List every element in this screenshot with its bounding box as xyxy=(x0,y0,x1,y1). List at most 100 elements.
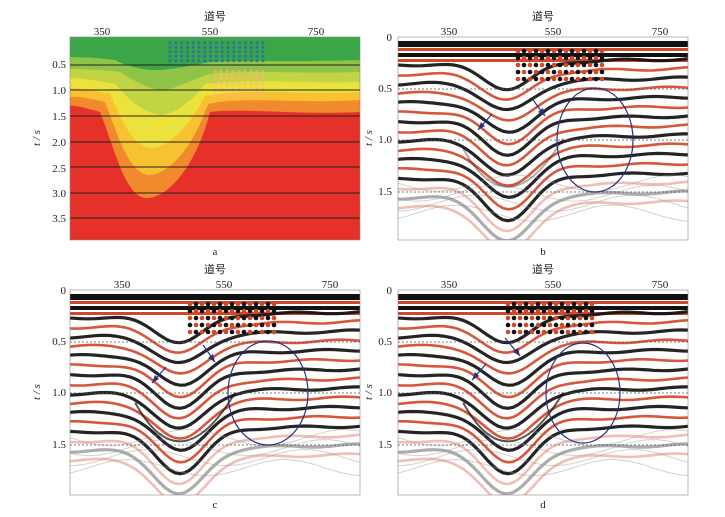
panel-a-ytick-3-5: 3.5 xyxy=(52,213,66,225)
section-dot xyxy=(559,322,565,328)
panel-c-ytick-1-0: 1.0 xyxy=(52,387,66,399)
section-dot xyxy=(553,315,559,321)
section-dot xyxy=(205,301,211,307)
section-reflector xyxy=(398,367,688,410)
section-dot xyxy=(187,329,193,335)
section-dot xyxy=(575,48,581,54)
section-dot xyxy=(211,308,217,314)
panel-d-arrowhead-right xyxy=(513,348,520,356)
panel-a-dot xyxy=(243,41,247,45)
panel-a-dot xyxy=(248,75,254,81)
section-reflector xyxy=(70,376,360,420)
section-dot xyxy=(505,322,511,328)
panel-d-xtick-350: 350 xyxy=(441,279,458,291)
section-dot xyxy=(551,62,557,68)
panel-c-arrowhead-left xyxy=(152,375,159,383)
panel-a-velocity-field xyxy=(70,37,360,240)
panel-a-dot xyxy=(168,54,172,58)
section-reflector xyxy=(70,395,360,440)
section-dot xyxy=(569,62,575,68)
section-top-band xyxy=(398,306,688,310)
panel-a-dot xyxy=(209,50,213,54)
section-reflector xyxy=(398,376,688,420)
panel-a-dot xyxy=(255,41,259,45)
section-dot xyxy=(265,322,271,328)
section-dot xyxy=(529,315,535,321)
panel-a-dot xyxy=(249,45,253,50)
section-dot xyxy=(217,329,223,335)
section-reflector xyxy=(398,142,688,187)
panel-c-ytick-1-5: 1.5 xyxy=(52,439,66,451)
section-dot xyxy=(529,308,535,314)
section-dot xyxy=(559,301,565,307)
section-dot xyxy=(527,62,533,68)
section-dot xyxy=(539,62,545,68)
section-dot xyxy=(521,62,527,68)
section-reflector xyxy=(398,385,688,430)
section-dot xyxy=(515,62,521,68)
section-dot xyxy=(517,315,523,321)
section-dot xyxy=(505,308,511,314)
section-reflector xyxy=(70,442,360,495)
panel-a-dot xyxy=(220,59,224,63)
section-dot xyxy=(235,308,241,314)
panel-d-section xyxy=(398,290,688,495)
section-dot xyxy=(217,322,223,328)
panel-c-arrowhead-right xyxy=(208,354,215,362)
panel-d-ytick-1-0: 1.0 xyxy=(378,387,392,399)
panel-a-dot xyxy=(220,50,224,54)
panel-a-dot xyxy=(260,93,266,99)
section-dot xyxy=(247,315,253,321)
panel-a-dot xyxy=(254,93,260,99)
section-dot xyxy=(559,315,565,321)
section-dot xyxy=(569,55,575,61)
section-deep-event xyxy=(398,439,688,457)
section-reflector xyxy=(398,404,688,452)
section-dot xyxy=(505,301,511,307)
section-dot xyxy=(223,308,229,314)
panel-a-dot xyxy=(255,54,259,58)
panel-a-dot xyxy=(243,59,247,63)
section-dot xyxy=(583,322,589,328)
panel-a-dot xyxy=(180,54,184,58)
section-dot xyxy=(211,301,217,307)
panel-a-ytick-2-5: 2.5 xyxy=(52,163,66,175)
panel-c-xtick-350: 350 xyxy=(114,279,131,291)
panel-d-ytick-0: 0 xyxy=(387,285,393,297)
panel-a-dot xyxy=(220,41,224,45)
section-dot xyxy=(265,329,271,335)
section-dot xyxy=(523,315,529,321)
section-reflector xyxy=(398,452,688,495)
panel-a-dot xyxy=(224,75,230,81)
section-dot xyxy=(211,315,217,321)
section-dot xyxy=(565,301,571,307)
section-dot xyxy=(547,315,553,321)
panel-a-dot xyxy=(174,41,178,45)
section-dot xyxy=(575,55,581,61)
panel-c-ytick-0-5: 0.5 xyxy=(52,336,66,348)
panel-a-xtick-350: 350 xyxy=(94,26,111,38)
section-dot xyxy=(241,322,247,328)
section-reflector xyxy=(70,367,360,410)
section-dot xyxy=(271,308,277,314)
section-dot xyxy=(535,308,541,314)
section-dot xyxy=(589,308,595,314)
panel-d-ytick-1-5: 1.5 xyxy=(378,439,392,451)
section-dot xyxy=(565,308,571,314)
panel-a-dot xyxy=(226,45,230,50)
section-reflector xyxy=(70,424,360,476)
section-dot xyxy=(571,329,577,335)
section-dot xyxy=(545,48,551,54)
panel-a-dot xyxy=(255,50,259,54)
section-dot xyxy=(533,76,539,82)
panel-a-dot xyxy=(168,59,172,63)
panel-a-dot xyxy=(236,81,242,87)
section-reflector xyxy=(398,114,688,157)
section-dot xyxy=(575,62,581,68)
section-dot xyxy=(553,301,559,307)
panel-a-dot xyxy=(180,59,184,63)
panel-a-dot xyxy=(209,54,213,58)
section-dot xyxy=(265,308,271,314)
section-dot xyxy=(523,301,529,307)
